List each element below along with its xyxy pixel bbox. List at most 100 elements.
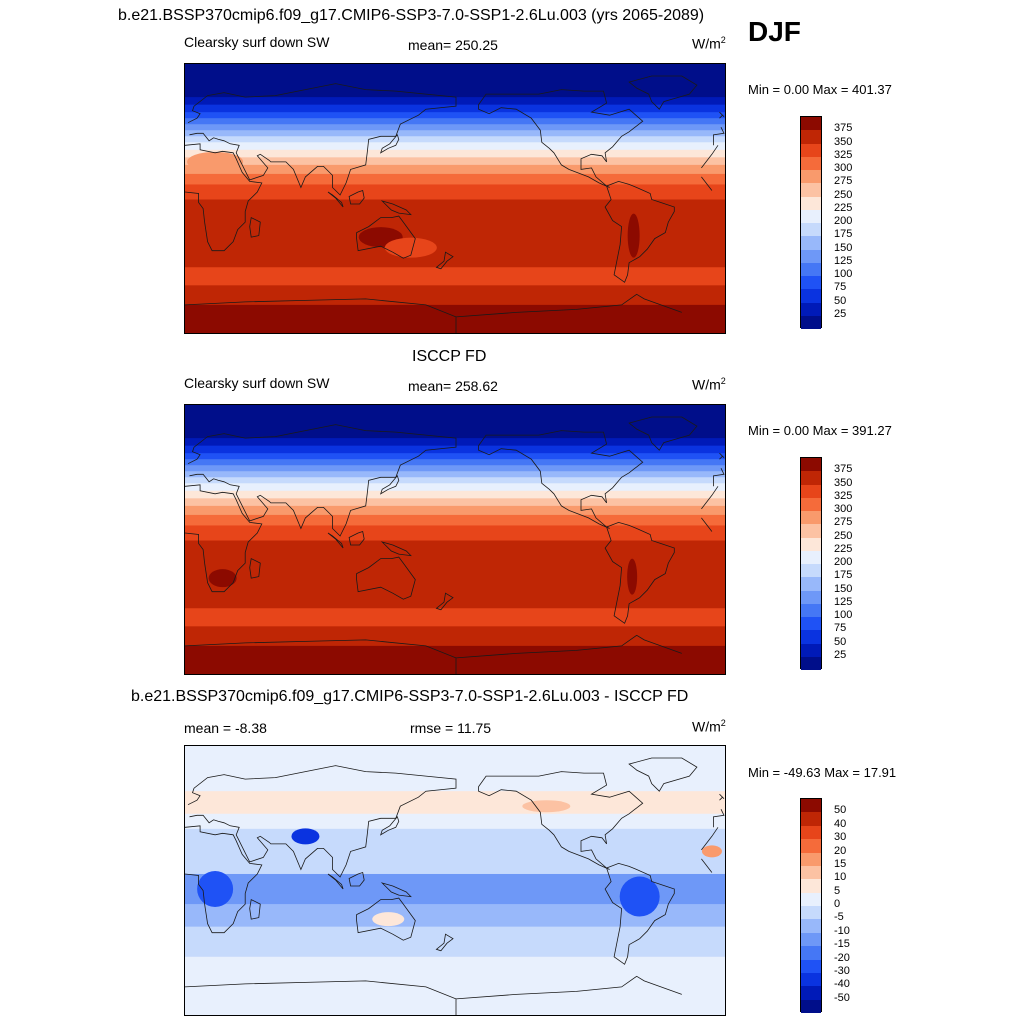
colorbar-swatch	[801, 537, 821, 551]
colorbar-tick-label: 175	[834, 228, 853, 241]
colorbar-swatch	[801, 302, 821, 316]
field-band	[185, 453, 725, 460]
panel-obs-minmax: Min = 0.00 Max = 391.27	[748, 423, 892, 438]
coastline	[713, 468, 725, 487]
field-anomaly	[372, 912, 405, 927]
panel-obs-mean: mean= 258.62	[408, 378, 498, 394]
colorbar-swatch	[801, 209, 821, 223]
coastline	[719, 793, 725, 801]
coastline	[478, 89, 644, 188]
field-band	[185, 124, 725, 131]
colorbar-tick-label: 5	[834, 884, 841, 897]
coastline	[713, 809, 725, 828]
colorbar-tick-label: 375	[834, 463, 853, 476]
colorbar-swatch	[801, 143, 821, 157]
field-band	[185, 64, 725, 98]
panel-model-map	[184, 63, 726, 334]
coastline	[628, 75, 698, 110]
panel-model-units: W/m2	[692, 35, 726, 52]
coastline	[356, 556, 416, 600]
colorbar-swatch	[801, 183, 821, 197]
coastline	[478, 430, 644, 529]
field-anomaly	[187, 151, 244, 172]
coastline	[187, 424, 457, 537]
field-band	[185, 498, 725, 507]
coastline	[455, 293, 682, 318]
coastline	[187, 765, 457, 878]
colorbar-tick-label: 75	[834, 281, 847, 294]
panel-diff-mean: mean = -8.38	[184, 720, 267, 736]
colorbar-tick-label: -30	[834, 964, 850, 977]
colorbar-tick-label: 50	[834, 635, 847, 648]
coastline	[185, 980, 457, 1015]
colorbar-tick-label: 100	[834, 609, 853, 621]
colorbar-tick-label: 225	[834, 542, 853, 555]
colorbar-swatch	[801, 156, 821, 170]
field-band	[185, 438, 725, 447]
colorbar-swatch	[801, 511, 821, 525]
field-band	[185, 626, 725, 647]
coastline	[380, 882, 412, 898]
field-band	[185, 490, 725, 499]
panel-diff-units: W/m2	[692, 718, 726, 735]
panel-diff-map-svg	[185, 746, 725, 1015]
colorbar-swatch	[801, 906, 821, 920]
colorbar-swatch	[801, 550, 821, 564]
field-band	[185, 791, 725, 815]
field-band	[185, 459, 725, 466]
field-band	[185, 471, 725, 478]
colorbar-swatch	[801, 865, 821, 880]
field-band	[185, 813, 725, 830]
field-band	[185, 199, 725, 268]
field-band	[185, 514, 725, 527]
colorbar-tick-label: 75	[834, 622, 847, 635]
coastline	[701, 486, 719, 510]
coastline	[628, 416, 698, 451]
coastline	[719, 452, 725, 460]
coastline	[604, 862, 675, 965]
colorbar-swatch	[801, 458, 821, 472]
field-anomaly	[522, 800, 571, 813]
colorbar-tick-label: 40	[834, 817, 847, 830]
field-band	[185, 851, 725, 875]
colorbar-swatch	[801, 643, 821, 657]
coastline	[348, 530, 365, 546]
coastline	[719, 111, 725, 119]
coastline	[455, 634, 682, 659]
colorbar-swatch	[801, 879, 821, 893]
colorbar-swatch	[801, 524, 821, 538]
field-band	[185, 540, 725, 609]
colorbar-swatch	[801, 825, 821, 840]
field-anomaly	[701, 845, 722, 858]
colorbar-tick-label: 50	[834, 294, 847, 307]
field-anomaly	[627, 558, 638, 595]
colorbar-tick-label: -5	[834, 911, 844, 924]
colorbar-tick-label: 100	[834, 268, 853, 280]
colorbar-swatch	[801, 117, 821, 131]
field-band	[185, 986, 725, 1015]
coastline	[455, 975, 682, 1000]
colorbar-tick-label: 50	[834, 804, 847, 817]
colorbar-tick-label: 125	[834, 595, 853, 608]
colorbar-tick-label: 325	[834, 489, 853, 502]
panel-obs-colorbar	[800, 457, 822, 670]
colorbar-swatch	[801, 986, 821, 1000]
panel-model-field-label: Clearsky surf down SW	[184, 34, 330, 50]
coastline	[249, 899, 261, 920]
colorbar-tick-label: 125	[834, 254, 853, 267]
coastline	[701, 145, 719, 169]
colorbar-tick-label: 300	[834, 162, 853, 174]
colorbar-tick-label: -10	[834, 924, 850, 937]
coastline	[249, 217, 261, 238]
colorbar-tick-label: 275	[834, 516, 853, 529]
colorbar-swatch	[801, 656, 821, 670]
coastline	[327, 873, 344, 890]
coastline	[348, 871, 365, 887]
field-anomaly	[384, 237, 437, 258]
field-band	[185, 956, 725, 988]
field-band	[185, 828, 725, 852]
colorbar-tick-label: 375	[834, 122, 853, 135]
colorbar-tick-label: 150	[834, 241, 853, 254]
field-band	[185, 505, 725, 516]
field-band	[185, 465, 725, 472]
